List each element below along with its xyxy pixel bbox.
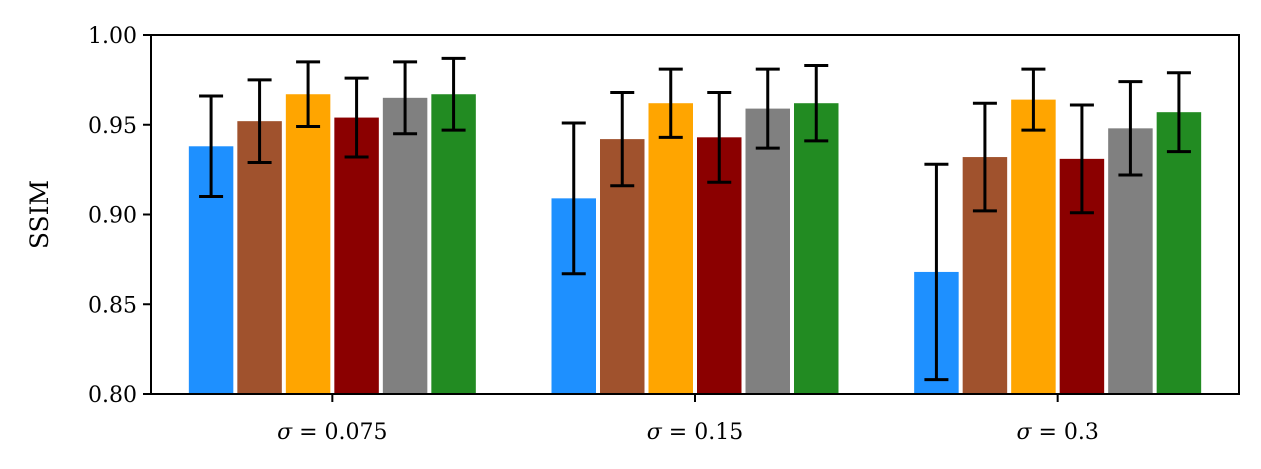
y-tick-label: 0.95 <box>88 114 137 139</box>
bar <box>334 117 379 394</box>
x-tick-label: σ = 0.075 <box>277 420 387 445</box>
bars-layer <box>188 94 1202 395</box>
bar <box>745 108 790 394</box>
x-tick-label: σ = 0.15 <box>647 420 743 445</box>
bar <box>431 94 476 395</box>
x-axis: σ = 0.075 σ = 0.15 σ = 0.3 <box>277 394 1099 445</box>
bar <box>1156 112 1202 394</box>
bar <box>285 94 331 395</box>
error-bars-layer <box>199 56 1191 382</box>
bar <box>382 97 428 394</box>
y-tick-label: 0.90 <box>88 204 137 229</box>
y-tick-label: 0.85 <box>88 293 137 318</box>
bar <box>648 103 693 395</box>
y-tick-label: 1.00 <box>88 24 137 49</box>
y-tick-label: 0.80 <box>88 383 137 408</box>
bar <box>237 121 282 394</box>
bar <box>1011 99 1056 395</box>
bar <box>794 103 839 395</box>
x-tick-label: σ = 0.3 <box>1016 420 1098 445</box>
y-axis: 0.80 0.85 0.90 0.95 1.00 <box>88 24 151 408</box>
y-axis-label: SSIM <box>25 180 54 249</box>
